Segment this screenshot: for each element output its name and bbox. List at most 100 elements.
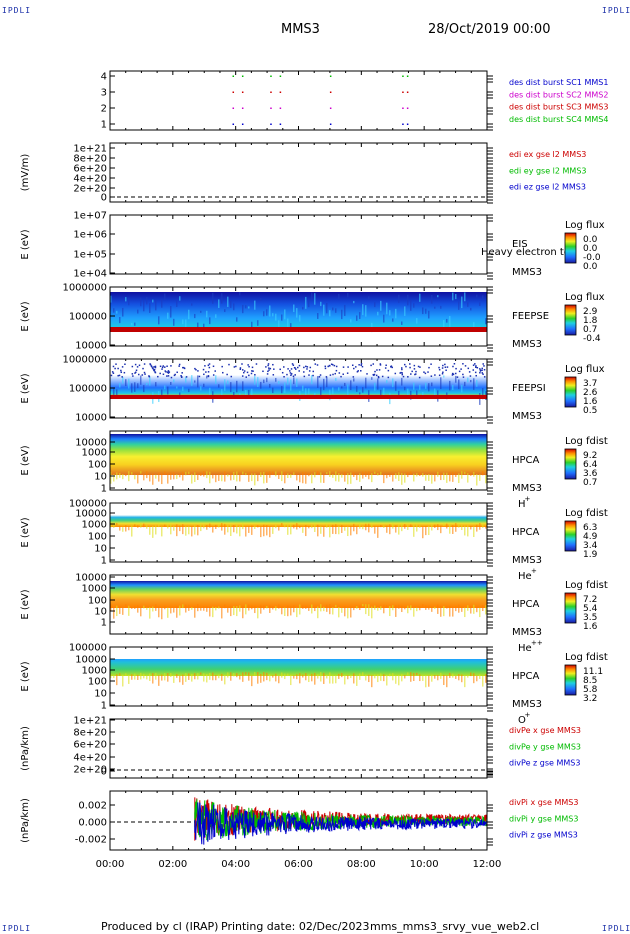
panel-eis: 1e+07 1e+06 1e+05 1e+04 E (eV) EIS MMS3 Heavy e… — [20, 211, 605, 280]
ytick-label: 1000 — [82, 448, 107, 459]
corner-label-top-right: IPDLI — [602, 6, 630, 15]
ytick-label: 3 — [101, 88, 107, 99]
colorbar-value: 3.7 — [583, 379, 597, 389]
yaxis-label: E (eV) — [20, 517, 31, 547]
spectrogram-texture-hpca_hepp — [110, 604, 487, 620]
burst-mark — [406, 107, 409, 109]
colorbar-value: 7.2 — [583, 595, 597, 605]
colorbar-value: 0.5 — [583, 406, 597, 416]
colorbar-value: 1.8 — [583, 316, 598, 326]
ytick-label: 1e+07 — [73, 211, 107, 222]
xtick-label: 00:00 — [96, 859, 125, 870]
colorbar-value: 5.4 — [583, 604, 598, 614]
burst-mark — [232, 75, 235, 77]
ytick-label: 0 — [101, 193, 107, 204]
ytick-label: 10000 — [75, 573, 107, 584]
instrument-label: HPCA — [512, 527, 540, 538]
ytick-label: 6e+20 — [73, 164, 107, 175]
instrument-label: HPCA — [512, 671, 540, 682]
panel-feepsi: 1000000 100000 10000 E (eV) FEEPSI MMS3 Log fl… — [20, 355, 605, 424]
xtick-label: 02:00 — [158, 859, 187, 870]
colorbar-title: Log fdist — [565, 652, 608, 663]
burst-mark — [279, 107, 282, 109]
ytick-label: 1e+06 — [73, 230, 107, 241]
spectrogram-hpca_o — [110, 659, 487, 676]
ytick-label: 100000 — [69, 312, 107, 323]
ytick-label: 1 — [101, 701, 107, 712]
spectrogram-texture-hpca_h — [110, 471, 487, 486]
legend-label: edi ez gse l2 MMS3 — [509, 183, 586, 192]
yaxis-label: (mV/m) — [20, 154, 31, 192]
burst-mark — [232, 91, 235, 93]
colorbar-value: 1.9 — [583, 550, 598, 560]
ytick-label: 100 — [88, 677, 107, 688]
colorbar-value: 4.9 — [583, 532, 598, 542]
colorbar-value: 0.7 — [583, 478, 597, 488]
colorbar-value: 6.4 — [583, 460, 598, 470]
feepse-red-band — [110, 327, 487, 332]
ytick-label: 1 — [101, 484, 107, 495]
ytick-label: 0.000 — [78, 818, 107, 829]
ytick-label: 2e+20 — [73, 184, 107, 195]
series-divpi-1 — [194, 799, 488, 842]
spectrogram-texture-hpca_he — [110, 523, 487, 539]
ytick-label: 2e+20 — [73, 765, 107, 776]
burst-mark — [329, 123, 332, 125]
spacecraft-label: MMS3 — [512, 483, 542, 494]
ytick-label: 10000 — [75, 509, 107, 520]
burst-mark — [241, 107, 244, 109]
colorbar-value: -0.4 — [583, 334, 601, 344]
instrument-extra-label: Heavy electron to — [481, 247, 570, 258]
colorbar-value: 1.6 — [583, 622, 598, 632]
ytick-label: 100000 — [69, 384, 107, 395]
colorbar — [564, 232, 577, 264]
footer-produced-by: Produced by cl (IRAP) — [101, 920, 219, 933]
panel-frame — [109, 718, 488, 779]
colorbar-title: Log fdist — [565, 508, 608, 519]
yaxis-label: (nPa/km) — [20, 726, 31, 771]
ytick-label: 2 — [101, 104, 107, 115]
ytick-label: 10000 — [75, 438, 107, 449]
species-label: He — [518, 571, 532, 582]
panel-frame — [109, 214, 488, 275]
burst-mark — [329, 91, 332, 93]
burst-mark — [241, 123, 244, 125]
burst-mark — [270, 91, 272, 93]
colorbar — [564, 304, 577, 336]
panel-frame — [109, 70, 488, 131]
colorbar-value: 0.0 — [583, 262, 598, 272]
legend-label: divPi x gse MMS3 — [509, 798, 578, 807]
instrument-label: HPCA — [512, 599, 540, 610]
ytick-label: 1000 — [82, 520, 107, 531]
ytick-label: 10000 — [75, 341, 107, 352]
spectrogram-hpca_hepp — [110, 581, 487, 608]
colorbar-value: 5.8 — [583, 685, 598, 695]
instrument-label: HPCA — [512, 455, 540, 466]
colorbar — [564, 592, 577, 624]
ytick-label: 8e+20 — [73, 154, 107, 165]
colorbar-value: 3.5 — [583, 613, 597, 623]
colorbar-value: 0.0 — [583, 235, 598, 245]
burst-mark — [241, 91, 244, 93]
colorbar-title: Log flux — [565, 220, 605, 231]
colorbar-value: 6.3 — [583, 523, 597, 533]
colorbar-value: 0.0 — [583, 244, 598, 254]
colorbar-title: Log fdist — [565, 436, 608, 447]
legend-label: des dist burst SC4 MMS4 — [509, 115, 608, 124]
ytick-label: 100000 — [69, 499, 107, 510]
legend-label: edi ey gse l2 MMS3 — [509, 166, 587, 175]
corner-label-top-left: IPDLI — [2, 6, 32, 15]
xtick-label: 04:00 — [221, 859, 250, 870]
yaxis-label: E (eV) — [20, 229, 31, 259]
colorbar-value: 3.6 — [583, 469, 598, 479]
panel-frame — [109, 502, 488, 563]
colorbar-value: 11.1 — [583, 667, 603, 677]
ytick-label: 1e+21 — [73, 144, 107, 155]
colorbar-value: 3.2 — [583, 694, 597, 704]
colorbar-value: 9.2 — [583, 451, 597, 461]
